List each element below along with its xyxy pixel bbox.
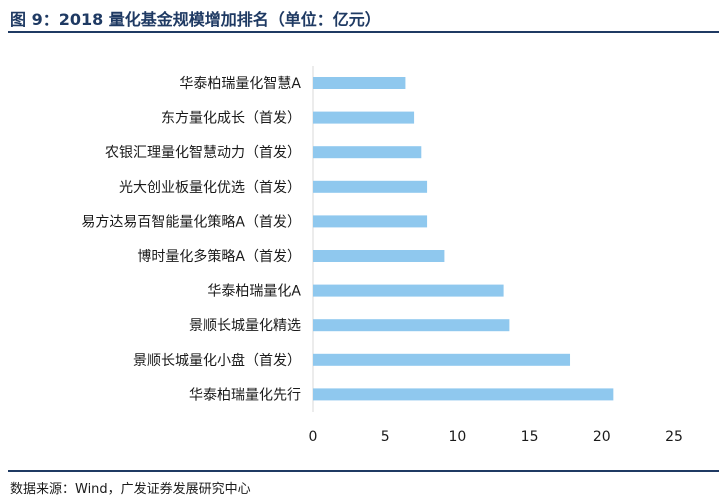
category-label: 农银汇理量化智慧动力（首发） [105,145,301,161]
bar [313,215,428,228]
bar [313,111,415,124]
x-tick-label: 15 [521,429,539,445]
category-label: 东方量化成长（首发） [161,111,301,127]
x-tick-label: 5 [381,429,390,445]
bar [313,319,510,332]
bar [313,77,406,89]
x-tick-label: 10 [448,429,466,445]
bar-chart: 华泰柏瑞量化智慧A 东方量化成长（首发） 农银汇理量化智慧动力（首发） 光大创业板量化… [81,66,683,445]
top-divider [8,31,719,33]
figure-title: 图 9：2018 量化基金规模增加排名（单位：亿元） [10,10,381,29]
x-tick-label: 20 [593,429,611,445]
bar [313,284,504,297]
category-label: 光大创业板量化优选（首发） [119,180,301,196]
source-note: 数据来源：Wind，广发证券发展研究中心 [10,482,251,497]
category-label: 华泰柏瑞量化A [207,284,301,300]
x-tick-label: 25 [665,429,683,445]
category-label: 博时量化多策略A（首发） [137,248,301,265]
category-label: 华泰柏瑞量化智慧A [179,76,301,92]
bar [313,250,445,262]
bar [313,146,422,159]
bar [313,180,428,193]
category-label: 景顺长城量化小盘（首发） [133,352,301,369]
category-label: 景顺长城量化精选 [189,318,301,334]
x-tick-label: 0 [309,429,318,445]
category-label: 易方达易百智能量化策略A（首发） [81,213,301,230]
bar [313,388,614,401]
bar [313,353,571,366]
bottom-divider [8,470,719,472]
category-label: 华泰柏瑞量化先行 [189,387,301,403]
